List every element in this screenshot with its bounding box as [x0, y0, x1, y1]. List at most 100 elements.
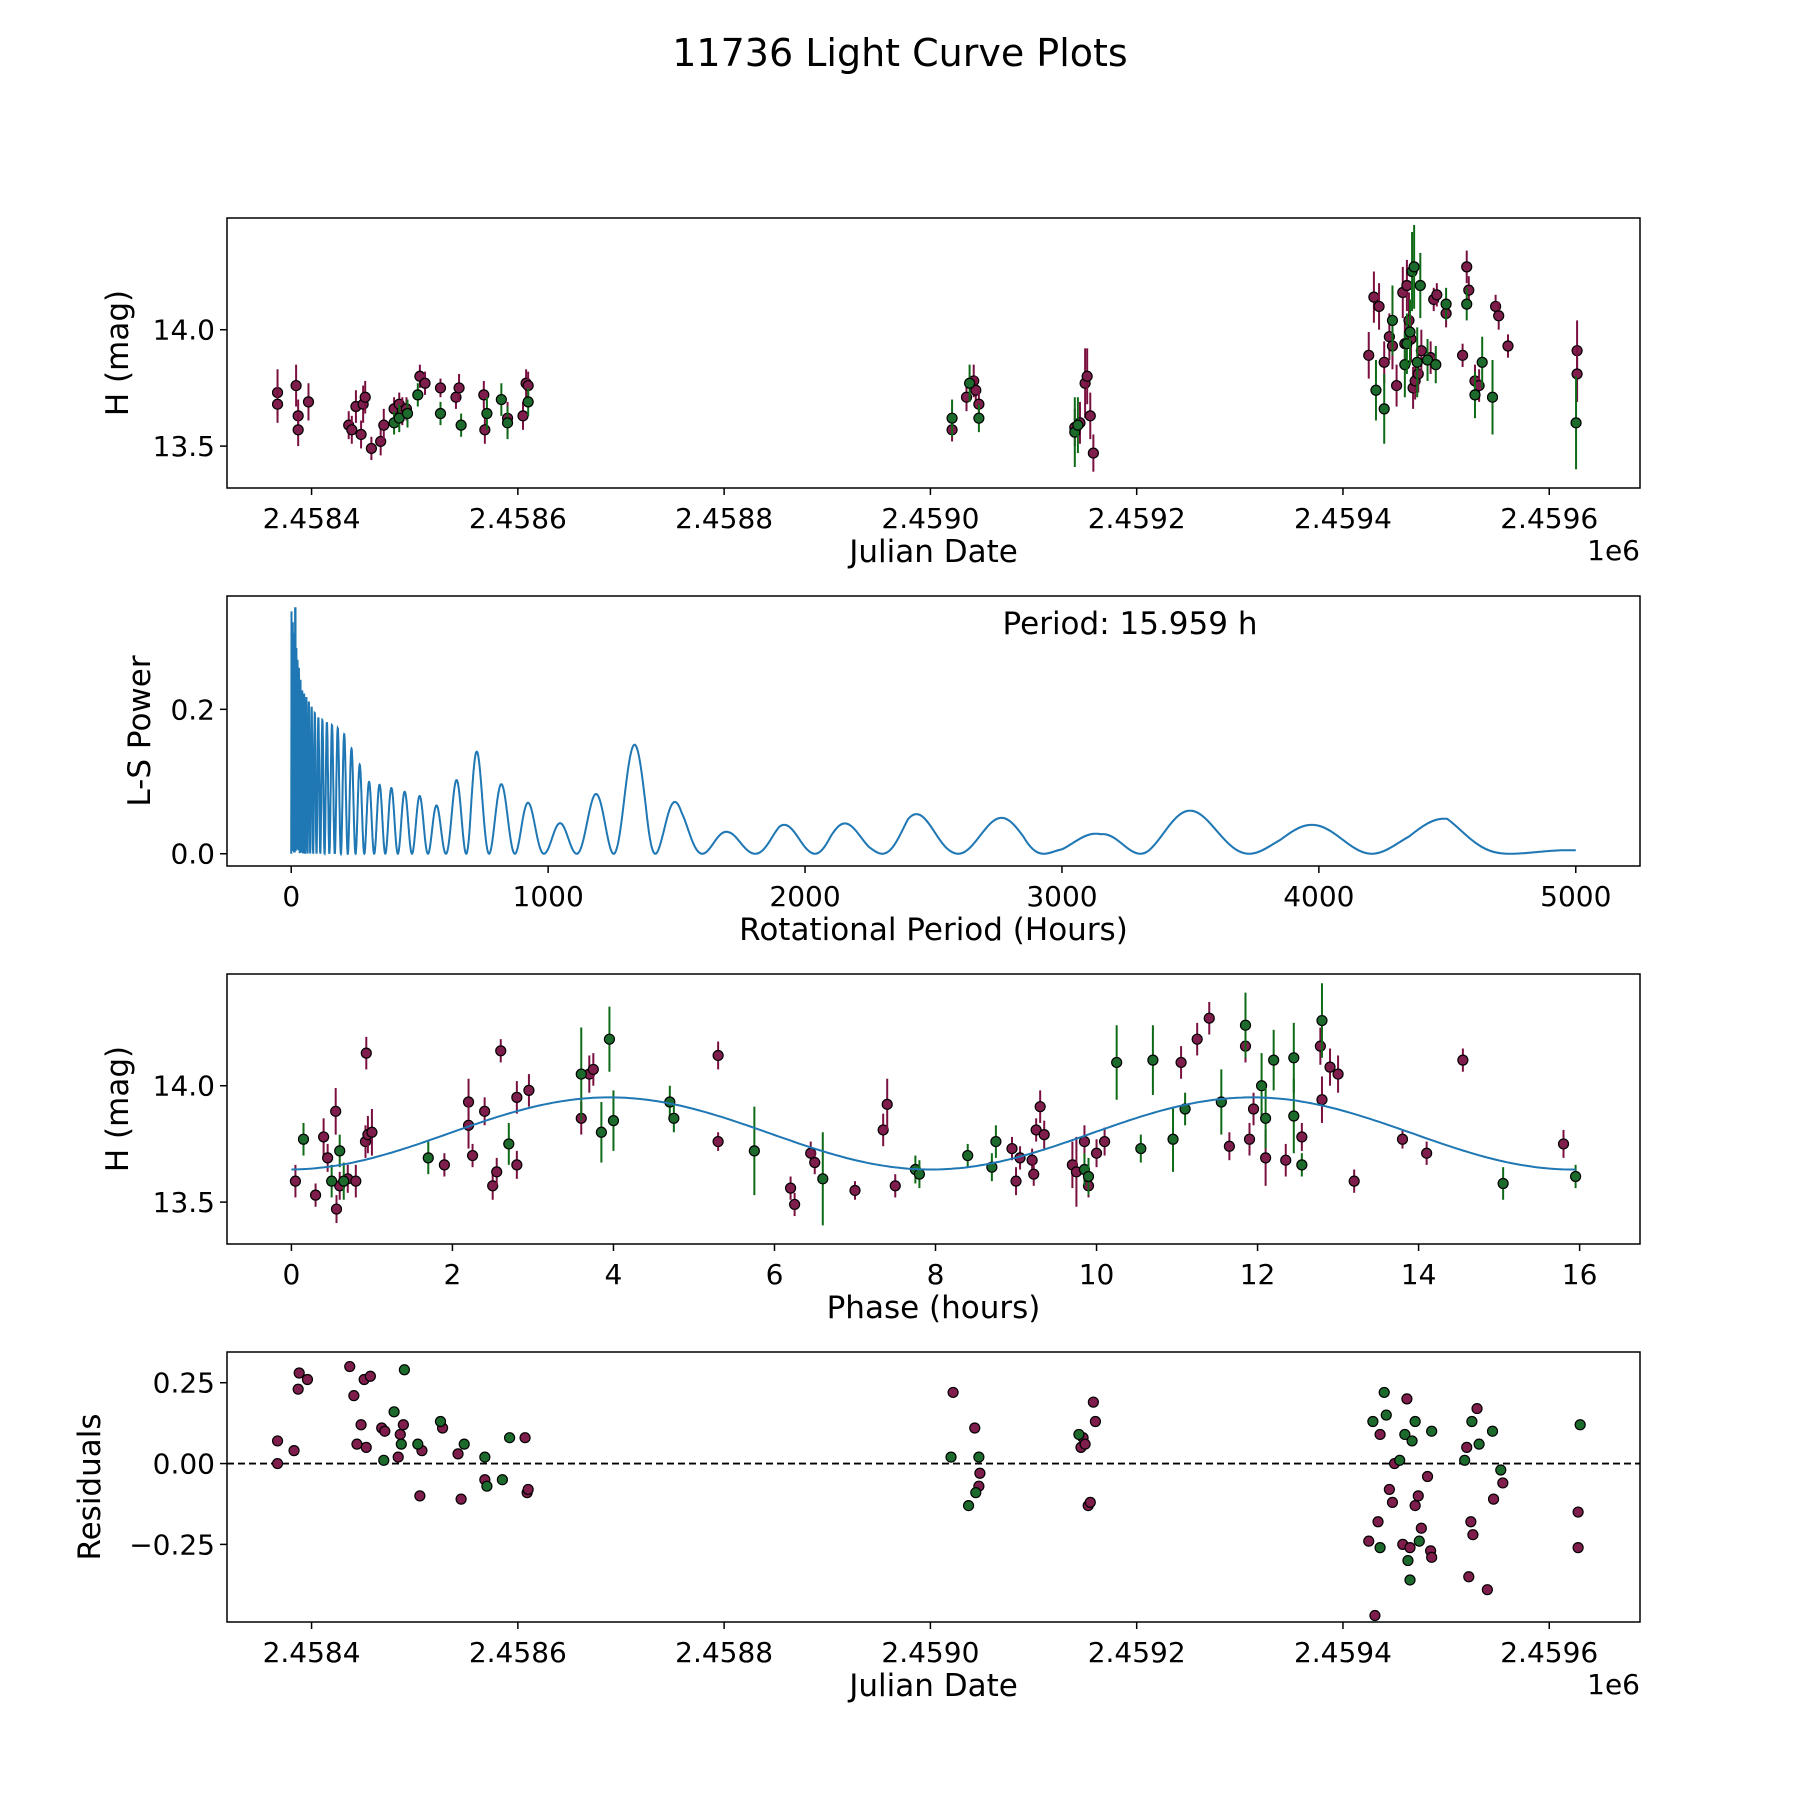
data-point — [1372, 1516, 1384, 1528]
data-point — [1386, 1496, 1399, 1508]
data-point — [288, 1445, 300, 1457]
data-point — [330, 1203, 343, 1215]
data-point — [889, 1180, 901, 1192]
data-point — [1081, 370, 1093, 382]
data-point — [297, 1133, 310, 1145]
data-point — [849, 1184, 861, 1197]
x-tick-label: 2.4586 — [469, 502, 567, 535]
data-point — [990, 1135, 1002, 1148]
data-point — [1396, 1133, 1409, 1145]
data-point — [351, 1438, 363, 1450]
data-point — [1332, 1068, 1344, 1080]
data-point — [1111, 1056, 1123, 1069]
data-point — [1412, 1490, 1424, 1502]
x-tick-label: 3000 — [1026, 880, 1097, 913]
y-axis-label: H (mag) — [100, 290, 136, 416]
data-point — [1255, 1080, 1268, 1092]
plot-frame — [226, 217, 1641, 489]
x-axis-label: Julian Date — [847, 534, 1018, 570]
data-point — [1466, 1415, 1478, 1428]
data-point — [1390, 379, 1403, 392]
data-point — [511, 1091, 523, 1103]
data-point — [946, 412, 958, 424]
data-point — [479, 1451, 491, 1463]
x-tick-label: 2.4592 — [1088, 1636, 1186, 1669]
data-point — [392, 1451, 404, 1463]
data-point — [1386, 314, 1399, 327]
data-point — [595, 1126, 607, 1138]
data-point — [378, 419, 390, 431]
x-tick-label: 2.4590 — [881, 502, 979, 535]
data-point — [1147, 1054, 1159, 1066]
data-point — [1363, 1535, 1375, 1547]
data-point — [479, 1105, 491, 1117]
data-point — [947, 1386, 959, 1399]
data-point — [603, 1033, 616, 1045]
data-point — [1481, 1584, 1493, 1596]
data-point — [1570, 417, 1582, 429]
data-point — [1471, 1402, 1483, 1415]
data-point — [1557, 1138, 1570, 1150]
data-point — [394, 1428, 406, 1441]
data-point — [1072, 419, 1084, 431]
data-point — [1486, 391, 1499, 403]
y-tick-label: 0.0 — [170, 838, 215, 871]
data-point — [360, 1047, 372, 1059]
data-point — [1486, 1425, 1499, 1437]
plot-frame — [226, 1351, 1641, 1623]
x-tick-label: 2.4588 — [675, 1636, 773, 1669]
data-point — [522, 396, 534, 408]
data-point — [1038, 1129, 1050, 1141]
data-point — [1348, 1175, 1360, 1187]
data-point — [318, 1131, 330, 1143]
data-point — [1288, 1110, 1300, 1122]
x-tick-label: 2.4596 — [1500, 1636, 1598, 1669]
x-tick-label: 2.4584 — [263, 1636, 361, 1669]
data-point — [412, 389, 424, 401]
data-point — [1223, 1140, 1235, 1152]
x-tick-label: 2 — [444, 1258, 462, 1291]
data-point — [1368, 291, 1380, 303]
y-axis-label: H (mag) — [100, 1046, 136, 1172]
data-point — [969, 1422, 981, 1434]
x-tick-label: 16 — [1562, 1258, 1598, 1291]
data-point — [434, 382, 447, 394]
data-point — [1296, 1131, 1308, 1143]
data-point — [1082, 1170, 1095, 1183]
data-point — [973, 412, 985, 424]
data-point — [401, 407, 414, 420]
data-point — [1363, 349, 1375, 361]
data-point — [271, 398, 284, 410]
data-point — [1404, 1574, 1416, 1586]
data-point — [350, 1175, 362, 1187]
data-point — [452, 1448, 464, 1460]
data-point — [1457, 1054, 1469, 1066]
x-tick-label: 1000 — [513, 880, 584, 913]
data-point — [1571, 368, 1583, 380]
data-point — [501, 417, 514, 429]
data-point — [1426, 1425, 1438, 1437]
data-point — [1409, 1415, 1421, 1428]
data-point — [458, 1438, 470, 1450]
data-point — [1378, 1386, 1390, 1399]
data-point — [1461, 1441, 1473, 1453]
data-point — [1260, 1112, 1272, 1124]
data-point — [522, 1483, 534, 1496]
data-point — [1413, 1535, 1425, 1547]
data-point — [398, 1364, 410, 1376]
data-point — [1415, 1522, 1427, 1534]
data-point — [359, 391, 371, 403]
data-point — [1421, 1470, 1434, 1483]
data-point — [434, 407, 447, 420]
data-point — [1457, 349, 1469, 361]
data-point — [271, 1435, 284, 1447]
data-point — [1175, 1056, 1187, 1069]
data-point — [1440, 298, 1452, 310]
x-axis-label: Rotational Period (Hours) — [739, 912, 1128, 948]
data-point — [309, 1189, 322, 1201]
data-point — [962, 1499, 975, 1512]
x-tick-label: 2.4596 — [1500, 502, 1598, 535]
data-point — [479, 424, 491, 436]
data-point — [292, 424, 304, 436]
data-point — [322, 1152, 334, 1164]
